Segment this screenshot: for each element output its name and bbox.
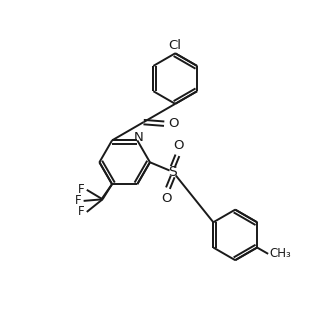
Text: F: F — [78, 205, 85, 218]
Text: Cl: Cl — [169, 39, 182, 52]
Text: O: O — [174, 139, 184, 152]
Text: F: F — [78, 183, 85, 196]
Text: CH₃: CH₃ — [269, 247, 291, 260]
Text: O: O — [169, 117, 179, 130]
Text: N: N — [134, 131, 144, 144]
Text: O: O — [161, 192, 172, 205]
Text: S: S — [168, 165, 177, 179]
Text: F: F — [75, 194, 82, 207]
